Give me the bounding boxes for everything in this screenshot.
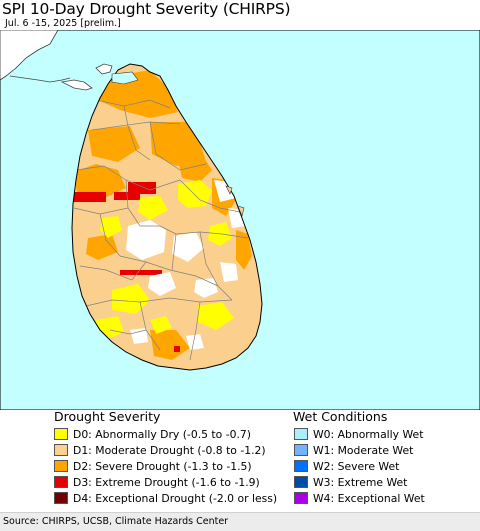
legend-item-w1: W1: Moderate Wet (294, 442, 425, 458)
legend-label-w2: W2: Severe Wet (313, 459, 400, 473)
legend-label-d3: D3: Extreme Drought (-1.6 to -1.9) (73, 475, 260, 489)
drought-legend-title: Drought Severity (54, 409, 161, 424)
district-borders (73, 99, 249, 361)
swatch-d1 (54, 444, 68, 456)
legend-label-d4: D4: Exceptional Drought (-2.0 or less) (73, 491, 278, 505)
mannar-island (60, 79, 93, 91)
source-credit: Source: CHIRPS, UCSB, Climate Hazards Ce… (3, 516, 229, 527)
east-coast-islets (225, 185, 245, 217)
wet-legend: W0: Abnormally Wet W1: Moderate Wet W2: … (294, 426, 425, 506)
sri-lanka-coastline (71, 63, 263, 371)
drought-map (0, 30, 480, 410)
swatch-d3 (54, 476, 68, 488)
legend-item-w2: W2: Severe Wet (294, 458, 425, 474)
legend-label-d2: D2: Severe Drought (-1.3 to -1.5) (73, 459, 252, 473)
swatch-w0 (294, 428, 308, 440)
jaffna-islands (95, 63, 113, 75)
footer: Source: CHIRPS, UCSB, Climate Hazards Ce… (0, 512, 480, 531)
swatch-w1 (294, 444, 308, 456)
legend-label-w4: W4: Exceptional Wet (313, 491, 425, 505)
legend-label-w1: W1: Moderate Wet (313, 443, 414, 457)
legend-label-d1: D1: Moderate Drought (-0.8 to -1.2) (73, 443, 266, 457)
adams-bridge (9, 75, 71, 83)
legend-item-d2: D2: Severe Drought (-1.3 to -1.5) (54, 458, 277, 474)
legend-item-d1: D1: Moderate Drought (-0.8 to -1.2) (54, 442, 277, 458)
swatch-w3 (294, 476, 308, 488)
d0-regions (94, 180, 234, 340)
map-title: SPI 10-Day Drought Severity (CHIRPS) (2, 0, 291, 18)
swatch-d0 (54, 428, 68, 440)
wet-legend-title: Wet Conditions (293, 409, 388, 424)
legend-item-d0: D0: Abnormally Dry (-0.5 to -0.7) (54, 426, 277, 442)
legend-label-d0: D0: Abnormally Dry (-0.5 to -0.7) (73, 427, 251, 441)
legend-item-d3: D3: Extreme Drought (-1.6 to -1.9) (54, 474, 277, 490)
normal-regions (126, 180, 246, 350)
legend-label-w0: W0: Abnormally Wet (313, 427, 424, 441)
map-subtitle: Jul. 6 -15, 2025 [prelim.] (5, 18, 121, 29)
legend-label-w3: W3: Extreme Wet (313, 475, 408, 489)
swatch-w4 (294, 492, 308, 504)
legend-item-w3: W3: Extreme Wet (294, 474, 425, 490)
legend-item-w0: W0: Abnormally Wet (294, 426, 425, 442)
swatch-w2 (294, 460, 308, 472)
swatch-d4 (54, 492, 68, 504)
india-coast (0, 30, 59, 81)
jaffna-lagoon (111, 71, 139, 85)
drought-legend: D0: Abnormally Dry (-0.5 to -0.7) D1: Mo… (54, 426, 277, 506)
legend-item-d4: D4: Exceptional Drought (-2.0 or less) (54, 490, 277, 506)
legend-item-w4: W4: Exceptional Wet (294, 490, 425, 506)
swatch-d2 (54, 460, 68, 472)
